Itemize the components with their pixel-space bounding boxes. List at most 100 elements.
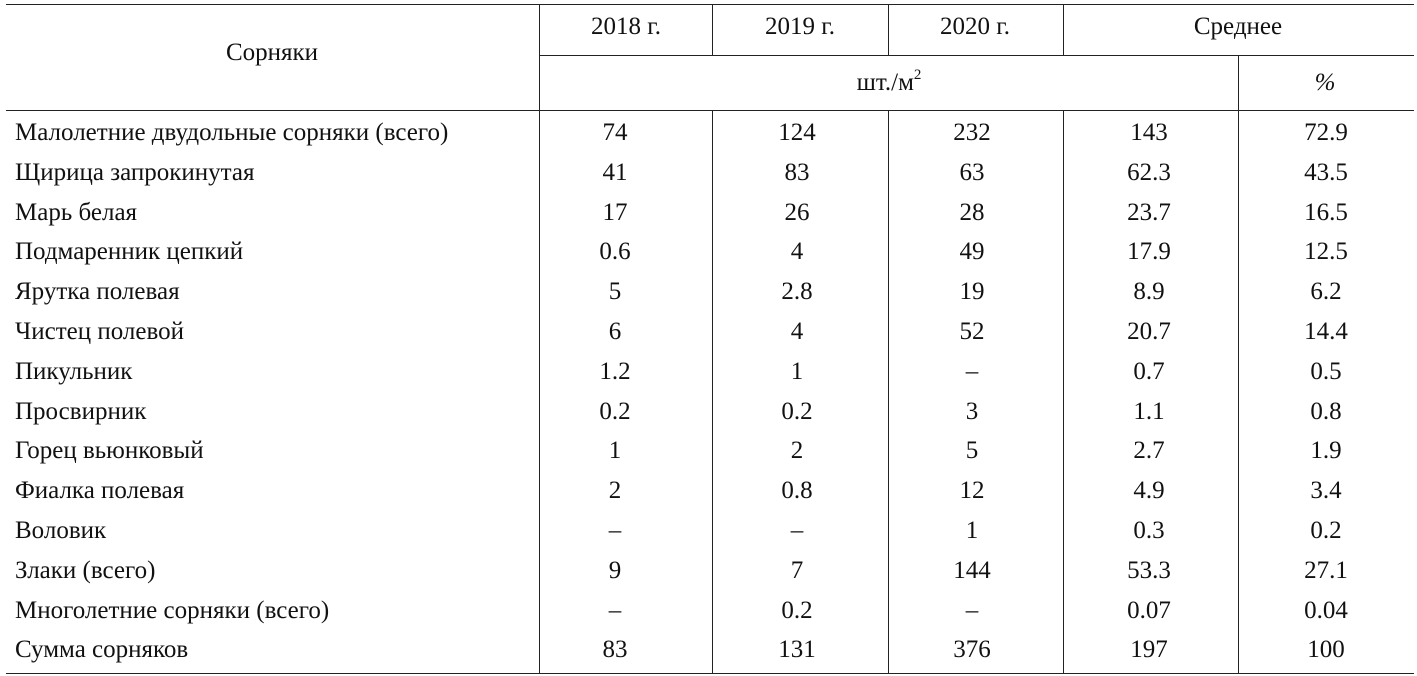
- cell-avg: 4.9: [1133, 477, 1165, 504]
- cell-y2018: 9: [608, 557, 622, 584]
- cell-avg: 0.07: [1127, 597, 1171, 624]
- cell-y2020: 12: [959, 477, 985, 504]
- table-top-rule: [6, 4, 1414, 5]
- cell-pct: 0.04: [1304, 597, 1348, 624]
- cell-y2019: –: [790, 517, 804, 544]
- cell-y2020: –: [965, 597, 979, 624]
- cell-avg: 143: [1130, 119, 1168, 146]
- cell-y2019: 1: [790, 358, 804, 385]
- col-divider-4: [888, 4, 889, 55]
- cell-y2018: –: [608, 597, 622, 624]
- cell-pct: 0.8: [1310, 398, 1342, 425]
- cell-y2020: 52: [959, 318, 985, 345]
- cell-y2020: 144: [953, 557, 991, 584]
- cell-y2019: 4: [790, 238, 804, 265]
- cell-y2020: 49: [959, 238, 985, 265]
- cell-y2019: 4: [790, 318, 804, 345]
- cell-pct: 27.1: [1304, 557, 1348, 584]
- cell-avg: 53.3: [1127, 557, 1171, 584]
- header-bottom-rule: [6, 110, 1414, 111]
- row-label: Воловик: [15, 517, 107, 544]
- cell-y2018: 83: [602, 636, 628, 663]
- cell-avg: 23.7: [1127, 199, 1171, 226]
- cell-y2018: 2: [608, 477, 622, 504]
- cell-y2018: 1: [608, 437, 622, 464]
- cell-y2018: 5: [608, 278, 622, 305]
- cell-y2019: 131: [778, 636, 816, 663]
- cell-y2018: 74: [602, 119, 628, 146]
- header-year-2020: 2020 г.: [940, 13, 1010, 40]
- row-label: Подмаренник цепкий: [15, 238, 244, 265]
- col-divider-6: [1063, 4, 1064, 55]
- cell-y2019: 2.8: [781, 278, 813, 305]
- row-label: Щирица запрокинутая: [15, 159, 255, 186]
- cell-y2019: 0.2: [781, 398, 813, 425]
- cell-pct: 43.5: [1304, 159, 1348, 186]
- cell-y2020: 1: [965, 517, 979, 544]
- header-unit: шт./м2: [856, 66, 922, 98]
- row-label: Просвирник: [15, 398, 147, 425]
- table-bottom-rule: [6, 673, 1414, 674]
- cell-y2018: 1.2: [599, 358, 631, 385]
- header-unit-base: шт./м: [856, 69, 914, 96]
- row-label: Многолетние сорняки (всего): [15, 597, 330, 624]
- col-divider-3: [712, 110, 713, 674]
- row-label: Злаки (всего): [15, 557, 156, 584]
- row-label: Сумма сорняков: [15, 636, 189, 663]
- cell-avg: 20.7: [1127, 318, 1171, 345]
- cell-avg: 1.1: [1133, 398, 1165, 425]
- cell-avg: 8.9: [1133, 278, 1165, 305]
- cell-avg: 0.3: [1133, 517, 1165, 544]
- header-average: Среднее: [1193, 13, 1283, 40]
- row-label: Фиалка полевая: [15, 477, 185, 504]
- cell-y2018: 41: [602, 159, 628, 186]
- cell-avg: 17.9: [1127, 238, 1171, 265]
- col-divider-7: [1063, 110, 1064, 674]
- row-label: Малолетние двудольные сорняки (всего): [15, 119, 449, 146]
- cell-pct: 0.5: [1310, 358, 1342, 385]
- cell-y2018: –: [608, 517, 622, 544]
- col-divider-8: [1238, 55, 1239, 674]
- row-label: Чистец полевой: [15, 318, 185, 345]
- cell-pct: 1.9: [1310, 437, 1342, 464]
- col-divider-1: [539, 4, 540, 674]
- cell-pct: 16.5: [1304, 199, 1348, 226]
- cell-y2019: 124: [778, 119, 816, 146]
- cell-y2020: 232: [953, 119, 991, 146]
- cell-y2019: 83: [784, 159, 810, 186]
- cell-pct: 100: [1307, 636, 1345, 663]
- header-year-2018: 2018 г.: [591, 13, 661, 40]
- cell-y2018: 6: [608, 318, 622, 345]
- cell-pct: 0.2: [1310, 517, 1342, 544]
- cell-pct: 3.4: [1310, 477, 1342, 504]
- cell-avg: 197: [1130, 636, 1168, 663]
- cell-y2019: 0.2: [781, 597, 813, 624]
- row-label: Пикульник: [15, 358, 133, 385]
- cell-y2018: 17: [602, 199, 628, 226]
- cell-y2020: 19: [959, 278, 985, 305]
- header-weeds: Сорняки: [225, 39, 319, 66]
- col-divider-2: [712, 4, 713, 55]
- cell-pct: 12.5: [1304, 238, 1348, 265]
- cell-y2020: 3: [965, 398, 979, 425]
- col-divider-5: [888, 110, 889, 674]
- cell-y2019: 0.8: [781, 477, 813, 504]
- cell-pct: 6.2: [1310, 278, 1342, 305]
- cell-y2020: 63: [959, 159, 985, 186]
- cell-y2020: 28: [959, 199, 985, 226]
- header-mid-rule: [539, 55, 1414, 56]
- row-label: Горец вьюнковый: [15, 437, 204, 464]
- header-year-2019: 2019 г.: [765, 13, 835, 40]
- row-label: Ярутка полевая: [15, 278, 180, 305]
- cell-y2018: 0.6: [599, 238, 631, 265]
- cell-y2018: 0.2: [599, 398, 631, 425]
- header-percent: %: [1314, 69, 1336, 96]
- cell-y2019: 26: [784, 199, 810, 226]
- cell-y2020: –: [965, 358, 979, 385]
- weeds-table: Сорняки 2018 г. 2019 г. 2020 г. Среднее …: [6, 4, 1414, 674]
- header-unit-exponent: 2: [913, 66, 922, 83]
- cell-avg: 2.7: [1133, 437, 1165, 464]
- row-label: Марь белая: [15, 199, 138, 226]
- cell-y2020: 5: [965, 437, 979, 464]
- cell-y2019: 2: [790, 437, 804, 464]
